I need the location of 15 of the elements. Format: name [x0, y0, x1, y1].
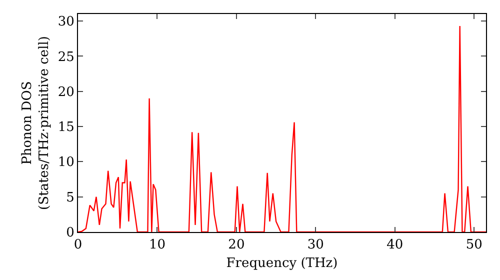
x-tick-label: 30 — [307, 238, 324, 253]
y-tick-label: 30 — [58, 14, 74, 30]
x-axis-title: Frequency (THz) — [226, 256, 338, 272]
x-tick-label: 40 — [386, 238, 404, 253]
y-tick-label: 25 — [58, 50, 74, 65]
y-tick-label: 20 — [58, 84, 74, 100]
y-tick-label: 10 — [58, 155, 74, 170]
y-tick-label: 5 — [66, 190, 74, 206]
x-tick-label: 50 — [466, 238, 482, 253]
x-tick-label: 20 — [228, 238, 245, 253]
x-tick-label: 10 — [148, 238, 166, 253]
y-tick-label: 0 — [66, 226, 74, 241]
line-series — [78, 25, 486, 232]
y-axis-title: Phonon DOS (States/THz·primitive cell) — [20, 36, 52, 210]
y-tick-label: 15 — [58, 120, 74, 136]
